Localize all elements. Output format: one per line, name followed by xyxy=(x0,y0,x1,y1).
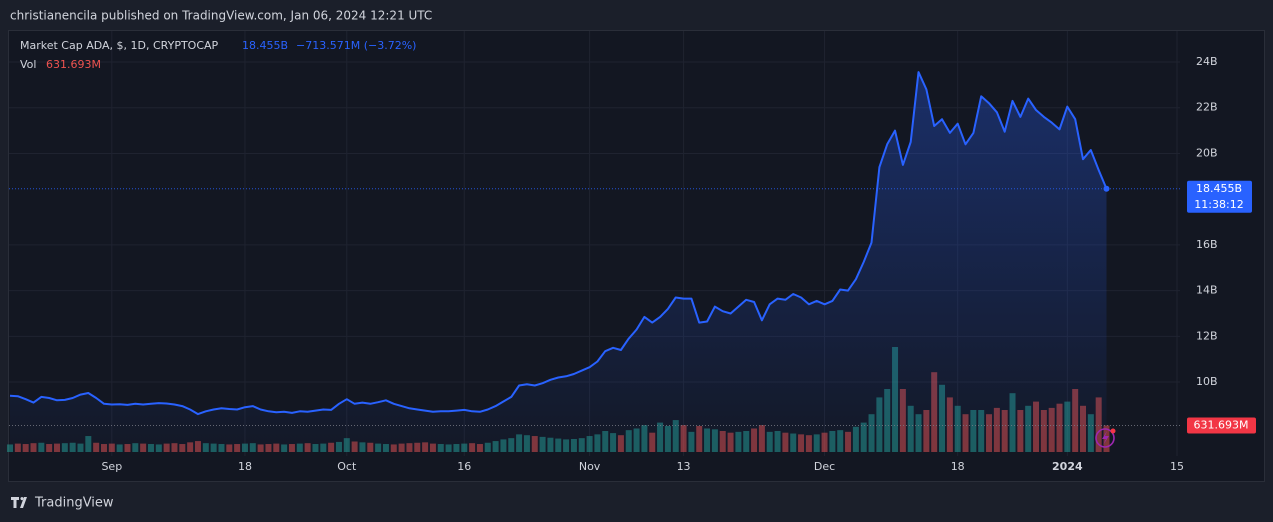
x-tick-label: 18 xyxy=(238,460,252,473)
x-tick-label: Sep xyxy=(101,460,122,473)
price-line xyxy=(9,71,1108,416)
x-tick-label: 18 xyxy=(951,460,965,473)
volume-title: Vol xyxy=(20,58,36,71)
x-tick-label: Oct xyxy=(337,460,357,473)
x-tick-label: 16 xyxy=(457,460,471,473)
y-tick-label: 14B xyxy=(1196,284,1218,297)
last-point xyxy=(1103,185,1110,192)
legend-change: −713.571M (−3.72%) xyxy=(296,39,416,52)
price-tag xyxy=(1187,180,1252,213)
y-tick-label: 20B xyxy=(1196,146,1218,159)
y-tick-label: 10B xyxy=(1196,375,1218,388)
x-tick-label: Dec xyxy=(814,460,835,473)
legend-last: 18.455B xyxy=(242,39,288,52)
x-tick-label: Nov xyxy=(579,460,601,473)
footer-logo: TradingView xyxy=(11,496,114,511)
y-tick-label: 22B xyxy=(1196,101,1218,114)
y-tick-label: 12B xyxy=(1196,329,1218,342)
x-tick-label: 15 xyxy=(1170,460,1184,473)
y-tick-label: 24B xyxy=(1196,55,1218,68)
icon-ring xyxy=(1095,428,1115,448)
area-fill xyxy=(10,72,1107,452)
marks xyxy=(7,71,1110,452)
replay-icon[interactable] xyxy=(1095,428,1116,448)
volume-tag xyxy=(1187,417,1256,434)
published-note: christianencila published on TradingView… xyxy=(10,9,432,23)
y-tick-label: 16B xyxy=(1196,238,1218,251)
legend-title: Market Cap ADA, $, 1D, CRYPTOCAP xyxy=(20,39,219,52)
logo-mark xyxy=(11,497,27,508)
x-tick-label: 2024 xyxy=(1052,460,1083,473)
volume-last: 631.693M xyxy=(46,58,101,71)
footer-text: TradingView xyxy=(34,496,114,511)
countdown-label: 11:38:12 xyxy=(1194,198,1243,211)
x-tick-label: 13 xyxy=(677,460,691,473)
price-tag-label: 18.455B xyxy=(1196,182,1242,195)
icon-dot xyxy=(1110,428,1116,434)
volume-tag-label: 631.693M xyxy=(1194,418,1249,431)
icon-bolt xyxy=(1102,431,1109,445)
